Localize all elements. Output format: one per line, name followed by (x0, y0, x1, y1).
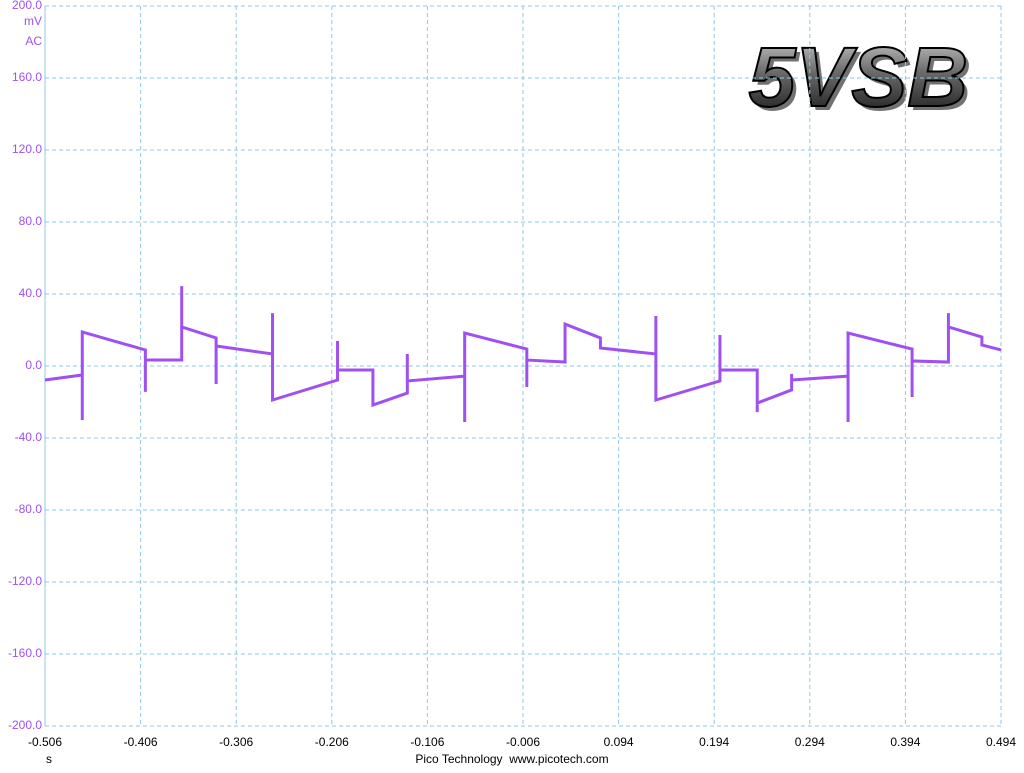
x-tick-label: -0.206 (315, 735, 349, 749)
y-tick-label: 200.0 (12, 0, 42, 12)
title-shadow: 5VSB (753, 34, 972, 128)
y-tick-label: -40.0 (15, 430, 43, 444)
waveform (44, 286, 1002, 422)
y-unit: mV (24, 14, 42, 28)
chart-title: 5VSB (749, 30, 968, 124)
x-tick-label: -0.006 (506, 735, 540, 749)
x-tick-label: -0.306 (219, 735, 253, 749)
coupling: AC (25, 34, 42, 48)
x-tick-label: -0.506 (28, 735, 62, 749)
x-unit: s (46, 752, 52, 766)
y-tick-label: 120.0 (12, 142, 42, 156)
x-tick-label: 0.094 (604, 735, 634, 749)
x-tick-label: -0.106 (410, 735, 444, 749)
x-tick-label: 0.294 (795, 735, 825, 749)
x-tick-label: 0.494 (986, 735, 1016, 749)
y-tick-label: -160.0 (8, 646, 42, 660)
x-tick-label: -0.406 (124, 735, 158, 749)
x-tick-label: 0.194 (699, 735, 729, 749)
y-tick-label: 0.0 (25, 358, 42, 372)
footer: Pico Technology www.picotech.com (415, 752, 608, 766)
y-tick-label: 80.0 (19, 214, 43, 228)
y-tick-label: 160.0 (12, 70, 42, 84)
y-tick-label: -200.0 (8, 718, 42, 732)
x-tick-label: 0.394 (890, 735, 920, 749)
y-tick-label: -120.0 (8, 574, 42, 588)
y-tick-label: 40.0 (19, 286, 43, 300)
y-tick-label: -80.0 (15, 502, 43, 516)
